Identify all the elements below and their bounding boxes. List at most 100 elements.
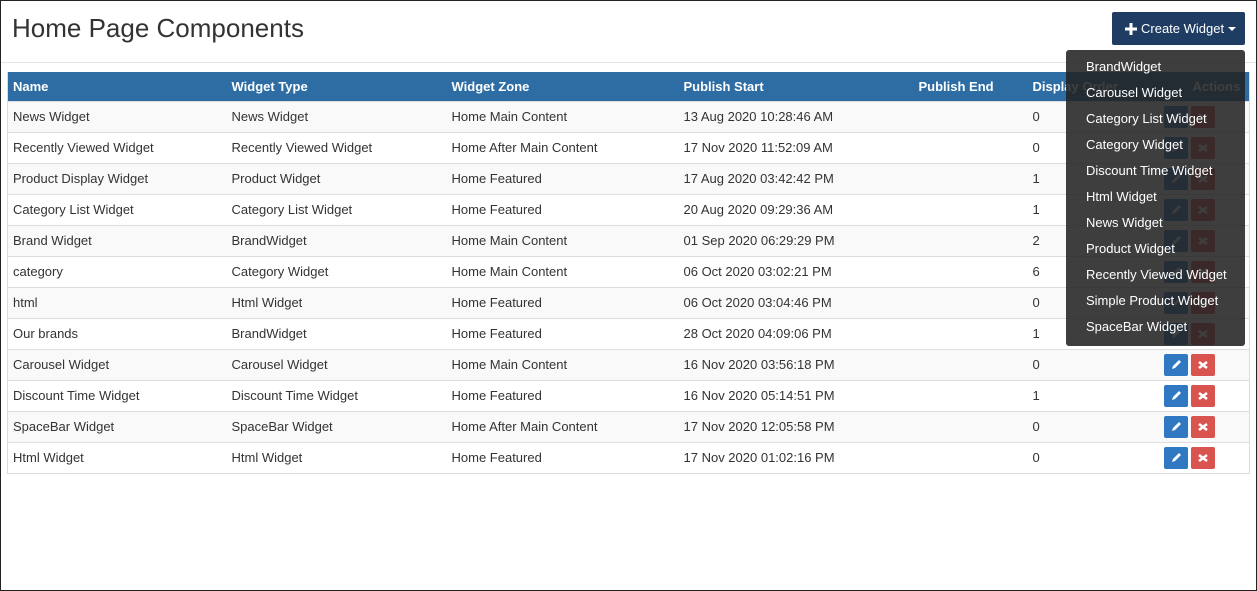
cell: Home After Main Content [446,131,679,163]
table-row: Product Display Widget Product Widget Home… [7,162,1250,194]
delete-button[interactable] [1190,384,1215,407]
cell: Html Widget [226,286,447,318]
cell: Discount Time Widget [7,379,227,411]
cell: News Widget [226,100,447,132]
cell: Category Widget [226,255,447,287]
table-row: Discount Time Widget Discount Time Widget… [7,379,1250,411]
table-row: Recently Viewed Widget Recently Viewed Wi… [7,131,1250,163]
cell: Home Featured [446,441,679,473]
cell: 17 Nov 2020 11:52:09 AM [678,131,914,163]
create-widget-button[interactable]: Create Widget [1112,12,1245,45]
cell: Product Display Widget [7,162,227,194]
cell: Home Featured [446,286,679,318]
button-label: Create Widget [1141,21,1225,36]
column-header: Name [7,72,227,101]
cell: Recently Viewed Widget [7,131,227,163]
components-table: Name Widget Type Widget Zone Publish Start P… [7,72,1250,474]
dropdown-item[interactable]: Discount Time Widget [1086,163,1213,178]
cell [913,441,1028,473]
dropdown-item[interactable]: Simple Product Widget [1086,293,1219,308]
actions-cell [1159,441,1250,473]
edit-button[interactable] [1163,384,1188,407]
cell: 06 Oct 2020 03:04:46 PM [678,286,914,318]
column-header: Widget Zone [446,72,679,101]
header-row: Name Widget Type Widget Zone Publish Start P… [7,72,1250,101]
cell: Carousel Widget [7,348,227,380]
cell: Home After Main Content [446,410,679,442]
table-row: category Category Widget Home Main Content… [7,255,1250,287]
dropdown-item[interactable]: Recently Viewed Widget [1086,267,1227,282]
edit-button[interactable] [1163,446,1188,469]
column-header: Publish End [913,72,1028,101]
cell [913,348,1028,380]
cell: 20 Aug 2020 09:29:36 AM [678,193,914,225]
cell: Discount Time Widget [226,379,447,411]
dropdown-item[interactable]: Category Widget [1086,137,1183,152]
cell: 16 Nov 2020 03:56:18 PM [678,348,914,380]
cell: 17 Nov 2020 12:05:58 PM [678,410,914,442]
column-header: Publish Start [678,72,914,101]
table-row: SpaceBar Widget SpaceBar Widget Home After… [7,410,1250,442]
cell: BrandWidget [226,224,447,256]
cell: 17 Aug 2020 03:42:42 PM [678,162,914,194]
cell [913,131,1028,163]
cell: 01 Sep 2020 06:29:29 PM [678,224,914,256]
cell: BrandWidget [226,317,447,349]
column-header: Widget Type [226,72,447,101]
dropdown-item[interactable]: News Widget [1086,215,1163,230]
dropdown-item[interactable]: Product Widget [1086,241,1175,256]
caret-icon [1228,26,1237,31]
cell: Home Main Content [446,348,679,380]
cell: Category List Widget [7,193,227,225]
cell: 0 [1027,441,1160,473]
cell [913,100,1028,132]
edit-button[interactable] [1163,415,1188,438]
actions-cell [1159,410,1250,442]
cell: SpaceBar Widget [226,410,447,442]
cell: 0 [1027,410,1160,442]
plus-icon [1125,22,1137,35]
actions-cell [1159,379,1250,411]
cell: Recently Viewed Widget [226,131,447,163]
cell: Home Main Content [446,100,679,132]
cell: SpaceBar Widget [7,410,227,442]
cell [913,286,1028,318]
table-row: Brand Widget BrandWidget Home Main Content… [7,224,1250,256]
separator [1,62,1256,63]
cell: Brand Widget [7,224,227,256]
dropdown-item[interactable]: Category List Widget [1086,111,1207,126]
cell [913,410,1028,442]
cell [913,317,1028,349]
cell [913,162,1028,194]
edit-button[interactable] [1163,353,1188,376]
cell: 13 Aug 2020 10:28:46 AM [678,100,914,132]
actions-cell [1159,348,1250,380]
dropdown-item[interactable]: BrandWidget [1086,59,1162,74]
cell: html [7,286,227,318]
cell: 28 Oct 2020 04:09:06 PM [678,317,914,349]
page-title: Home Page Components [12,13,304,43]
delete-button[interactable] [1190,446,1215,469]
cell: 16 Nov 2020 05:14:51 PM [678,379,914,411]
table-row: Carousel Widget Carousel Widget Home Main … [7,348,1250,380]
cell: Home Main Content [446,255,679,287]
cell: 06 Oct 2020 03:02:21 PM [678,255,914,287]
dropdown-menu: BrandWidget Carousel Widget Category List … [1066,50,1245,346]
cell: Product Widget [226,162,447,194]
dropdown-item[interactable]: SpaceBar Widget [1086,319,1188,334]
cell: Home Featured [446,379,679,411]
delete-button[interactable] [1190,353,1215,376]
cell [913,193,1028,225]
cell: Html Widget [226,441,447,473]
cell: Our brands [7,317,227,349]
cell: 0 [1027,348,1160,380]
dropdown-item[interactable]: Html Widget [1086,189,1157,204]
cell: Home Main Content [446,224,679,256]
delete-button[interactable] [1190,415,1215,438]
table-row: Our brands BrandWidget Home Featured 28 Oct… [7,317,1250,349]
dropdown-item[interactable]: Carousel Widget [1086,85,1183,100]
cell [913,255,1028,287]
table-row: Html Widget Html Widget Home Featured 17 No… [7,441,1250,473]
cell [913,224,1028,256]
